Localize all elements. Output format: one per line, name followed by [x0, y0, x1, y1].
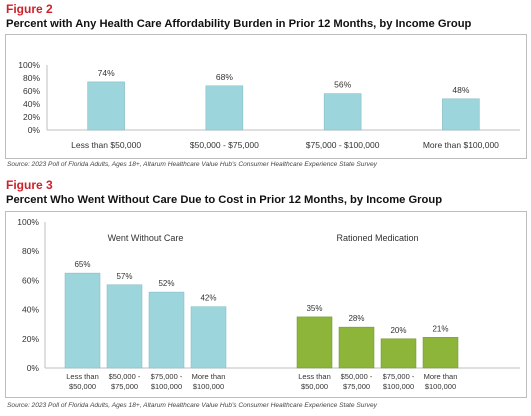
x-tick-label: $75,000 -: [383, 372, 415, 381]
bar: [323, 93, 362, 131]
bar-data-label: 52%: [158, 279, 174, 288]
bar: [296, 316, 333, 369]
bar-data-label: 56%: [334, 80, 351, 90]
bar-data-label: 65%: [74, 260, 90, 269]
figure-2-label: Figure 2: [6, 2, 53, 16]
bar: [148, 291, 185, 369]
x-tick-label: $75,000 - $100,000: [306, 140, 380, 150]
figure-2-title: Percent with Any Health Care Affordabili…: [6, 18, 472, 30]
x-tick-label: $50,000 -: [341, 372, 373, 381]
bar: [106, 284, 143, 369]
bar-data-label: 42%: [200, 294, 216, 303]
series-group-label: Rationed Medication: [336, 233, 418, 243]
x-tick-label: $75,000 -: [151, 372, 183, 381]
figure-3-title: Percent Who Went Without Care Due to Cos…: [6, 194, 443, 206]
bar: [380, 338, 417, 369]
x-tick-label: More than: [192, 372, 226, 381]
x-tick-label: $100,000: [425, 382, 456, 391]
bar-data-label: 28%: [348, 314, 364, 323]
x-tick-label: $100,000: [383, 382, 414, 391]
x-tick-label: $100,000: [193, 382, 224, 391]
y-tick-label: 60%: [23, 86, 40, 96]
figure-2-chart-panel: 0% 20% 40% 60% 80% 100% 74% Less than $50,000 68…: [5, 34, 527, 159]
x-tick-label: $75,000: [343, 382, 370, 391]
y-tick-label: 40%: [22, 305, 39, 315]
figure-3-label: Figure 3: [6, 178, 53, 192]
y-tick-label: 40%: [23, 99, 40, 109]
bar: [338, 326, 375, 369]
y-tick-label: 100%: [18, 60, 40, 70]
bar: [205, 85, 244, 131]
y-tick-label: 60%: [22, 275, 39, 285]
y-tick-label: 20%: [22, 334, 39, 344]
y-tick-label: 80%: [22, 246, 39, 256]
figure-2-bar-chart: 0% 20% 40% 60% 80% 100% 74% Less than $50,000 68…: [18, 60, 520, 150]
y-tick-label: 0%: [28, 125, 41, 135]
bar: [87, 81, 125, 131]
x-tick-label: Less than: [298, 372, 331, 381]
bar-data-label: 20%: [390, 326, 406, 335]
y-tick-label: 80%: [23, 73, 40, 83]
x-tick-label: $50,000: [301, 382, 328, 391]
y-tick-label: 0%: [27, 363, 40, 373]
bar: [442, 98, 480, 131]
x-tick-label: More than: [424, 372, 458, 381]
bar-data-label: 57%: [116, 272, 132, 281]
bar-data-label: 21%: [432, 324, 448, 333]
y-tick-label: 20%: [23, 112, 40, 122]
bar: [190, 306, 227, 369]
x-tick-label: $75,000: [111, 382, 138, 391]
figure-3-bar-chart: 0% 20% 40% 60% 80% 100% Went Without Care 65% Le…: [17, 217, 520, 391]
x-tick-label: $50,000: [69, 382, 96, 391]
x-tick-label: More than $100,000: [423, 140, 499, 150]
x-tick-label: $50,000 -: [109, 372, 141, 381]
x-tick-label: Less than: [66, 372, 99, 381]
figure-2-source: Source: 2023 Poll of Florida Adults, Age…: [7, 161, 377, 168]
y-tick-label: 100%: [17, 217, 39, 227]
bar-data-label: 35%: [306, 304, 322, 313]
x-tick-label: $50,000 - $75,000: [190, 140, 259, 150]
x-tick-label: $100,000: [151, 382, 182, 391]
bar-data-label: 48%: [452, 85, 469, 95]
figure-3-chart-panel: 0% 20% 40% 60% 80% 100% Went Without Care 65% Le…: [5, 211, 527, 398]
figure-3-source: Source: 2023 Poll of Florida Adults, Age…: [7, 402, 377, 409]
bar: [64, 272, 101, 369]
series-group-label: Went Without Care: [108, 233, 184, 243]
bar-data-label: 74%: [98, 68, 115, 78]
bar: [422, 337, 459, 369]
bar-data-label: 68%: [216, 72, 233, 82]
x-tick-label: Less than $50,000: [71, 140, 141, 150]
